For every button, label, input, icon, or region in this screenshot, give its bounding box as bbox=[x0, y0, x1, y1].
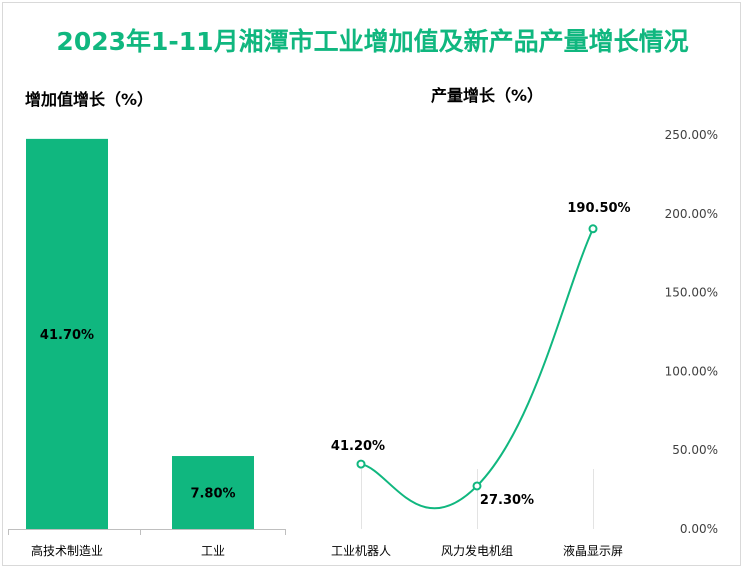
y-tick-label: 150.00% bbox=[665, 286, 718, 300]
data-label: 27.30% bbox=[480, 493, 534, 508]
x-tick-label: 高技术制造业 bbox=[31, 543, 103, 558]
y-tick-label: 200.00% bbox=[665, 207, 718, 221]
right-chart-title: 产量增长（%） bbox=[431, 86, 544, 105]
data-point bbox=[472, 481, 482, 491]
x-tick-label: 工业机器人 bbox=[331, 544, 391, 558]
x-tick-label: 工业 bbox=[201, 544, 225, 558]
data-point bbox=[356, 459, 366, 469]
y-tick-label: 0.00% bbox=[680, 522, 718, 536]
y-tick-label: 250.00% bbox=[665, 128, 718, 142]
x-tick-label: 风力发电机组 bbox=[441, 543, 513, 558]
bar bbox=[172, 456, 254, 529]
bar-value-label: 41.70% bbox=[40, 328, 94, 343]
chart-title: 2023年1-11月湘潭市工业增加值及新产品产量增长情况 bbox=[56, 27, 689, 56]
x-tick-label: 液晶显示屏 bbox=[563, 543, 623, 558]
series-line bbox=[360, 228, 594, 510]
y-tick-label: 100.00% bbox=[665, 364, 718, 378]
bar-value-label: 7.80% bbox=[190, 487, 235, 502]
left-chart-title: 增加值增长（%） bbox=[25, 90, 154, 109]
data-label: 41.20% bbox=[331, 439, 385, 454]
data-label: 190.50% bbox=[567, 201, 630, 216]
data-point bbox=[588, 224, 598, 234]
bar bbox=[26, 138, 108, 529]
y-tick-label: 50.00% bbox=[672, 443, 718, 457]
